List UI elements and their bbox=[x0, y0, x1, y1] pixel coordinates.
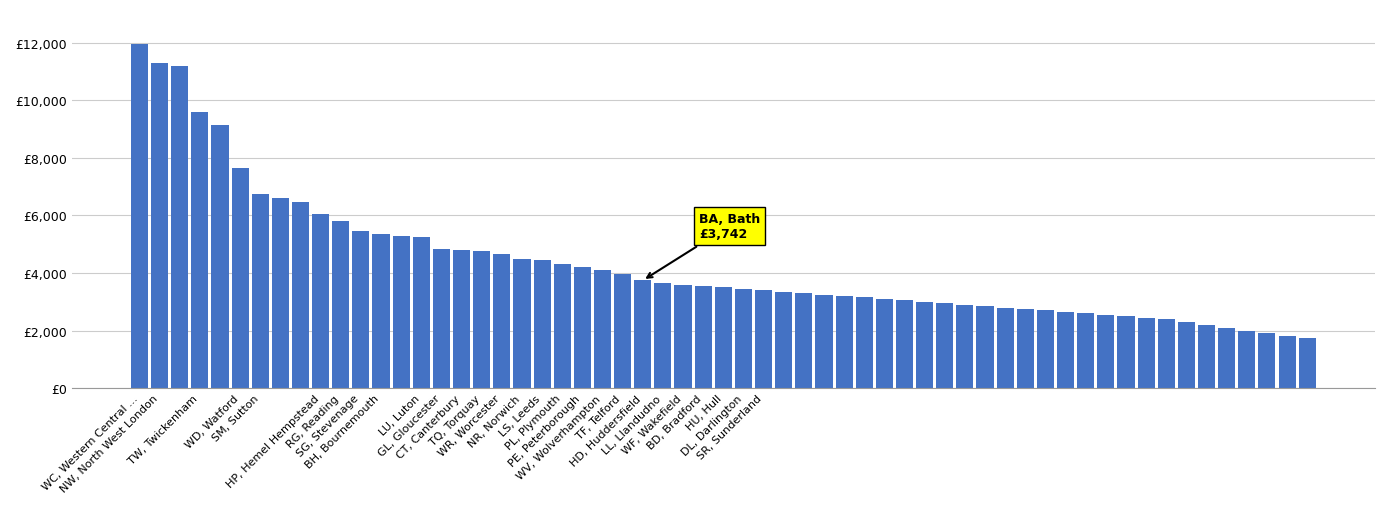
Bar bbox=[1198, 325, 1215, 388]
Bar bbox=[816, 295, 833, 388]
Bar bbox=[835, 296, 852, 388]
Bar bbox=[695, 287, 712, 388]
Bar bbox=[513, 259, 531, 388]
Bar bbox=[1238, 331, 1255, 388]
Bar bbox=[1177, 322, 1195, 388]
Bar bbox=[272, 199, 289, 388]
Bar bbox=[1137, 318, 1155, 388]
Bar bbox=[171, 67, 188, 388]
Bar bbox=[534, 261, 550, 388]
Bar bbox=[956, 305, 973, 388]
Bar bbox=[1077, 314, 1094, 388]
Bar bbox=[714, 288, 733, 388]
Bar bbox=[776, 292, 792, 388]
Bar bbox=[1056, 312, 1074, 388]
Bar bbox=[373, 235, 389, 388]
Bar bbox=[1097, 315, 1115, 388]
Bar bbox=[937, 304, 954, 388]
Bar bbox=[574, 268, 591, 388]
Bar bbox=[313, 215, 329, 388]
Bar bbox=[232, 168, 249, 388]
Bar bbox=[1279, 336, 1295, 388]
Bar bbox=[897, 301, 913, 388]
Bar bbox=[453, 250, 470, 388]
Bar bbox=[1218, 328, 1236, 388]
Bar bbox=[634, 281, 652, 388]
Bar bbox=[152, 64, 168, 388]
Bar bbox=[413, 238, 430, 388]
Text: BA, Bath
£3,742: BA, Bath £3,742 bbox=[648, 212, 760, 278]
Bar bbox=[755, 291, 771, 388]
Bar bbox=[493, 255, 510, 388]
Bar bbox=[292, 203, 309, 388]
Bar bbox=[1016, 309, 1034, 388]
Bar bbox=[614, 275, 631, 388]
Bar bbox=[1258, 334, 1276, 388]
Bar bbox=[473, 252, 491, 388]
Bar bbox=[735, 289, 752, 388]
Bar bbox=[674, 285, 692, 388]
Bar bbox=[1298, 338, 1316, 388]
Bar bbox=[252, 194, 268, 388]
Bar bbox=[856, 298, 873, 388]
Bar bbox=[192, 112, 208, 388]
Bar bbox=[977, 306, 994, 388]
Bar bbox=[997, 308, 1013, 388]
Bar bbox=[594, 271, 612, 388]
Bar bbox=[655, 284, 671, 388]
Bar bbox=[332, 222, 349, 388]
Bar bbox=[1158, 320, 1175, 388]
Bar bbox=[876, 299, 892, 388]
Bar bbox=[795, 294, 812, 388]
Bar bbox=[131, 45, 147, 388]
Bar bbox=[1118, 317, 1134, 388]
Bar bbox=[211, 126, 228, 388]
Bar bbox=[432, 249, 450, 388]
Bar bbox=[916, 302, 933, 388]
Bar bbox=[392, 236, 410, 388]
Bar bbox=[553, 265, 571, 388]
Bar bbox=[352, 232, 370, 388]
Bar bbox=[1037, 311, 1054, 388]
